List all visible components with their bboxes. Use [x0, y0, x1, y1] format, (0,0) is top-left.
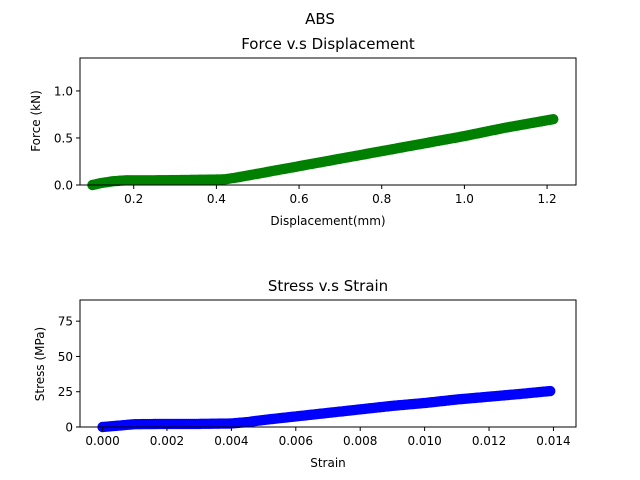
- x-tick-label: 0.000: [85, 434, 119, 448]
- y-axis-label: Stress (MPa): [33, 327, 47, 401]
- data-point: [545, 385, 556, 397]
- x-tick-label: 0.008: [343, 434, 377, 448]
- x-tick-label: 0.014: [536, 434, 570, 448]
- x-tick-label: 0.010: [407, 434, 441, 448]
- y-tick-label: 0.0: [54, 179, 73, 193]
- y-tick-label: 75: [58, 315, 73, 329]
- stress-series: [97, 385, 556, 433]
- x-tick-label: 1.0: [455, 192, 474, 206]
- x-tick-label: 0.004: [214, 434, 248, 448]
- x-tick-label: 0.002: [150, 434, 184, 448]
- stress-strain-chart: Stress v.s Strain 0.000 0.002 0.004 0.006 0.…: [33, 277, 577, 470]
- x-tick-label: 0.012: [472, 434, 506, 448]
- y-tick-label: 50: [58, 350, 73, 364]
- force-series: [87, 113, 559, 191]
- x-tick-label: 0.4: [207, 192, 226, 206]
- axes-frame: [79, 299, 577, 428]
- axes-frame: [79, 57, 577, 186]
- y-tick-label: 1.0: [54, 84, 73, 98]
- x-tick-label: 0.8: [372, 192, 391, 206]
- y-axis-ticks: 0.0 0.5 1.0: [54, 84, 80, 193]
- x-tick-label: 1.2: [538, 192, 557, 206]
- figure-suptitle: ABS: [305, 10, 335, 28]
- y-axis-label: Force (kN): [29, 90, 43, 152]
- x-axis-label: Strain: [310, 456, 346, 470]
- y-tick-label: 0: [65, 421, 73, 435]
- y-axis-ticks: 0 25 50 75: [58, 315, 80, 435]
- x-tick-label: 0.2: [124, 192, 143, 206]
- x-axis-ticks: 0.000 0.002 0.004 0.006 0.008 0.010 0.012 0.014: [85, 427, 571, 448]
- y-tick-label: 0.5: [54, 131, 73, 145]
- y-tick-label: 25: [58, 385, 73, 399]
- x-tick-label: 0.006: [279, 434, 313, 448]
- chart-title: Force v.s Displacement: [241, 35, 415, 53]
- data-point: [548, 113, 559, 125]
- x-tick-label: 0.6: [290, 192, 309, 206]
- x-axis-label: Displacement(mm): [270, 214, 385, 228]
- chart-title: Stress v.s Strain: [268, 277, 388, 295]
- force-displacement-chart: Force v.s Displacement 0.2 0.4 0.6 0.8 1.0 1.…: [29, 35, 577, 228]
- x-axis-ticks: 0.2 0.4 0.6 0.8 1.0 1.2: [124, 185, 557, 206]
